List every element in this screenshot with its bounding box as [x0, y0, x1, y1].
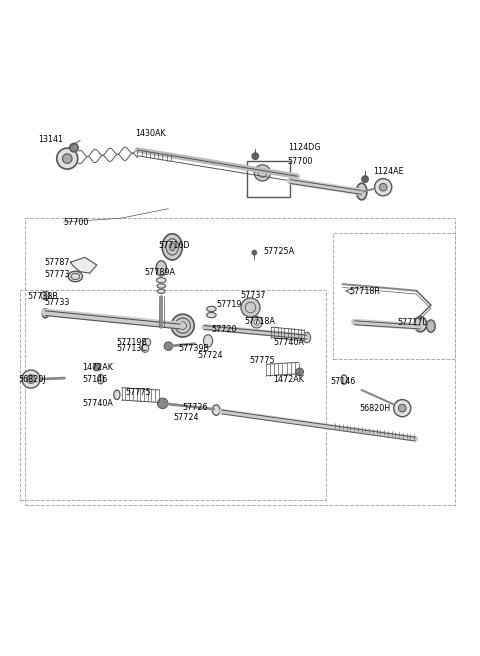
Circle shape [374, 178, 392, 195]
Circle shape [252, 153, 259, 159]
Text: 57700: 57700 [63, 218, 89, 226]
Ellipse shape [303, 333, 311, 343]
Ellipse shape [68, 271, 83, 281]
Text: 1430AK: 1430AK [135, 129, 166, 138]
Text: 57773: 57773 [44, 270, 70, 279]
Ellipse shape [114, 390, 120, 400]
Bar [21, 290, 326, 500]
Circle shape [157, 398, 168, 409]
Text: 1124DG: 1124DG [288, 143, 320, 152]
Text: 57146: 57146 [83, 375, 108, 384]
Text: 13141: 13141 [38, 135, 63, 144]
Text: 57720: 57720 [211, 325, 237, 334]
Ellipse shape [427, 320, 435, 333]
Circle shape [254, 165, 271, 181]
Circle shape [141, 344, 149, 352]
Text: 57725A: 57725A [264, 247, 295, 256]
Ellipse shape [157, 289, 165, 293]
Circle shape [394, 400, 411, 417]
Text: 57737: 57737 [240, 291, 265, 300]
Text: 57733: 57733 [44, 298, 70, 307]
Circle shape [57, 148, 78, 169]
Circle shape [251, 317, 263, 328]
Ellipse shape [156, 277, 166, 283]
Text: 57775: 57775 [250, 356, 275, 365]
Circle shape [362, 176, 368, 182]
Text: 57775: 57775 [125, 388, 151, 398]
Ellipse shape [204, 335, 213, 347]
Circle shape [252, 250, 257, 255]
Ellipse shape [212, 405, 220, 415]
Ellipse shape [169, 243, 175, 251]
Circle shape [22, 370, 40, 388]
Text: 56820H: 56820H [360, 403, 390, 413]
Text: 1472AK: 1472AK [83, 363, 113, 372]
Circle shape [70, 143, 78, 152]
Text: 57718A: 57718A [245, 318, 276, 326]
Text: 57718R: 57718R [350, 287, 381, 296]
Circle shape [164, 342, 173, 350]
Circle shape [27, 375, 35, 383]
Text: 1472AK: 1472AK [274, 375, 304, 384]
Circle shape [398, 404, 406, 412]
Circle shape [296, 368, 303, 376]
Text: 57719B: 57719B [116, 338, 147, 347]
Ellipse shape [97, 375, 104, 384]
Text: 1124AE: 1124AE [373, 167, 404, 176]
Text: 57739B: 57739B [178, 344, 209, 353]
Text: 57738B: 57738B [28, 291, 59, 300]
Ellipse shape [171, 314, 194, 337]
Ellipse shape [206, 306, 216, 312]
Text: 57787: 57787 [44, 258, 70, 267]
Text: 57724: 57724 [197, 351, 223, 360]
Bar [25, 218, 455, 504]
Text: 57724: 57724 [173, 413, 199, 422]
Ellipse shape [42, 308, 48, 318]
Text: 57789A: 57789A [144, 268, 176, 277]
Text: 57716D: 57716D [159, 241, 191, 251]
Circle shape [379, 184, 387, 191]
Ellipse shape [162, 234, 182, 260]
Ellipse shape [414, 317, 427, 332]
Circle shape [241, 298, 260, 317]
Ellipse shape [156, 260, 167, 276]
Text: 57713C: 57713C [116, 344, 147, 353]
Bar [247, 161, 290, 197]
Circle shape [143, 338, 151, 346]
Circle shape [93, 363, 101, 371]
Text: 57146: 57146 [331, 377, 356, 386]
Ellipse shape [206, 312, 216, 318]
Bar [333, 233, 455, 359]
Text: 57719: 57719 [216, 300, 241, 308]
Text: 56820J: 56820J [18, 375, 46, 384]
Ellipse shape [157, 284, 166, 288]
Circle shape [62, 154, 72, 163]
Text: 57740A: 57740A [274, 338, 304, 347]
Ellipse shape [341, 375, 347, 384]
Text: 57740A: 57740A [83, 399, 113, 408]
Text: 57700: 57700 [288, 157, 313, 167]
Polygon shape [71, 257, 97, 273]
Circle shape [43, 294, 47, 297]
Text: 57726: 57726 [183, 403, 208, 412]
Ellipse shape [357, 183, 367, 200]
Text: 57717L: 57717L [397, 318, 427, 327]
